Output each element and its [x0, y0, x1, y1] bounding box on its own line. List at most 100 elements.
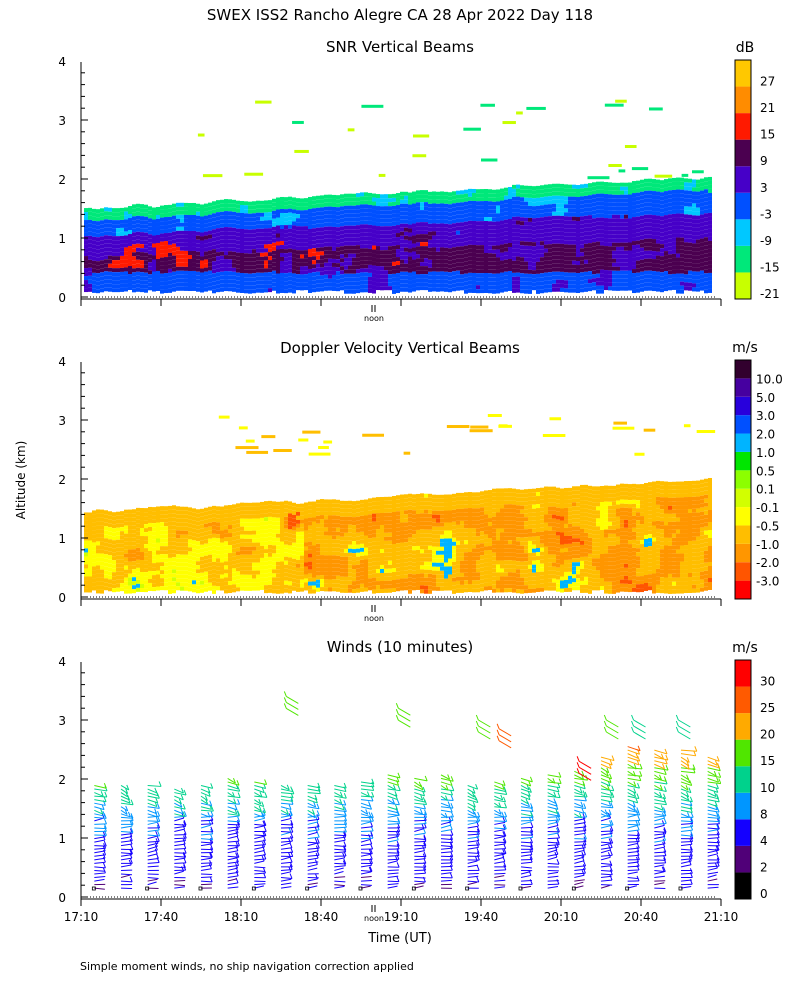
heatmap-cell — [228, 569, 232, 574]
heatmap-cell — [632, 281, 636, 286]
heatmap-cell — [180, 522, 184, 527]
heatmap-cell — [524, 257, 528, 262]
heatmap-cell — [220, 522, 224, 527]
heatmap-cell — [340, 226, 344, 231]
heatmap-cell — [260, 276, 264, 281]
heatmap-cell — [344, 237, 348, 242]
heatmap-cell — [240, 288, 244, 293]
heatmap-cell — [384, 286, 388, 291]
heatmap-cell — [212, 245, 216, 250]
heatmap-cell — [220, 231, 224, 236]
heatmap-cell — [280, 228, 284, 233]
heatmap-cell — [252, 289, 256, 294]
heatmap-cell — [412, 255, 416, 260]
heatmap-cell — [212, 573, 216, 578]
heatmap-cell — [644, 226, 648, 231]
heatmap-cell — [120, 547, 124, 552]
heatmap-cell — [188, 271, 192, 276]
heatmap-cell — [200, 580, 204, 585]
heatmap-cell — [132, 585, 136, 590]
heatmap-cell — [344, 285, 348, 290]
heatmap-cell — [280, 268, 284, 273]
heatmap-cell — [300, 238, 304, 243]
heatmap-cell — [508, 242, 512, 247]
heatmap-cell — [456, 266, 460, 271]
heatmap-cell — [692, 263, 696, 268]
heatmap-cell — [132, 236, 136, 241]
heatmap-cell — [176, 282, 180, 287]
heatmap-cell — [196, 219, 200, 224]
heatmap-cell — [128, 278, 132, 283]
heatmap-cell — [384, 238, 388, 243]
heatmap-cell — [368, 192, 372, 197]
heatmap-cell — [476, 233, 480, 238]
heatmap-cell — [412, 259, 416, 264]
heatmap-cell — [632, 253, 636, 258]
heatmap-cell — [340, 230, 344, 235]
heatmap-cell — [212, 205, 216, 210]
heatmap-cell — [172, 243, 176, 248]
heatmap-cell — [344, 221, 348, 226]
heatmap-cell — [220, 542, 224, 547]
heatmap-cell — [524, 273, 528, 278]
heatmap-cell — [536, 197, 540, 202]
heatmap-cell — [284, 273, 288, 278]
heatmap-cell — [152, 511, 156, 516]
heatmap-cell — [264, 232, 268, 237]
heatmap-cell — [228, 573, 232, 578]
heatmap-cell — [176, 246, 180, 251]
heatmap-cell — [584, 283, 588, 288]
heatmap-cell — [588, 207, 592, 212]
heatmap-cell — [320, 279, 324, 284]
heatmap-cell — [700, 286, 704, 291]
heatmap-cell — [436, 287, 440, 292]
heatmap-cell — [120, 531, 124, 536]
heatmap-cell — [216, 538, 220, 543]
heatmap-cell — [96, 241, 100, 246]
heatmap-cell — [656, 195, 660, 200]
heatmap-cell — [140, 264, 144, 269]
heatmap-cell — [180, 554, 184, 559]
heatmap-cell — [416, 254, 420, 259]
heatmap-cell — [280, 252, 284, 257]
heatmap-cell — [228, 223, 232, 228]
heatmap-cell — [156, 562, 160, 567]
heatmap-cell — [144, 548, 148, 553]
heatmap-cell — [696, 227, 700, 232]
heatmap-cell — [272, 517, 276, 522]
heatmap-cell — [456, 242, 460, 247]
heatmap-cell — [192, 266, 196, 271]
heatmap-cell — [680, 217, 684, 222]
heatmap-cell — [228, 529, 232, 534]
heatmap-cell — [124, 215, 128, 220]
heatmap-cell — [464, 253, 468, 258]
heatmap-cell — [96, 269, 100, 274]
heatmap-cell — [172, 553, 176, 558]
heatmap-cell — [540, 237, 544, 242]
heatmap-cell — [152, 247, 156, 252]
heatmap-cell — [160, 558, 164, 563]
heatmap-cell — [660, 284, 664, 289]
heatmap-cell — [192, 548, 196, 553]
heatmap-cell — [544, 280, 548, 285]
heatmap-cell — [652, 247, 656, 252]
heatmap-cell — [216, 586, 220, 591]
heatmap-cell — [360, 224, 364, 229]
heatmap-cell — [232, 516, 236, 521]
heatmap-cell — [96, 513, 100, 518]
heatmap-cell — [532, 202, 536, 207]
heatmap-cell — [184, 526, 188, 531]
heatmap-cell — [336, 275, 340, 280]
heatmap-cell — [308, 200, 312, 205]
heatmap-cell — [228, 533, 232, 538]
heatmap-cell — [184, 570, 188, 575]
heatmap-cell — [164, 245, 168, 250]
heatmap-cell — [272, 250, 276, 255]
heatmap-cell — [412, 211, 416, 216]
heatmap-cell — [640, 195, 644, 200]
heatmap-cell — [420, 234, 424, 239]
heatmap-cell — [268, 220, 272, 225]
heatmap-cell — [108, 235, 112, 240]
heatmap-cell — [144, 564, 148, 569]
heatmap-cell — [292, 253, 296, 258]
